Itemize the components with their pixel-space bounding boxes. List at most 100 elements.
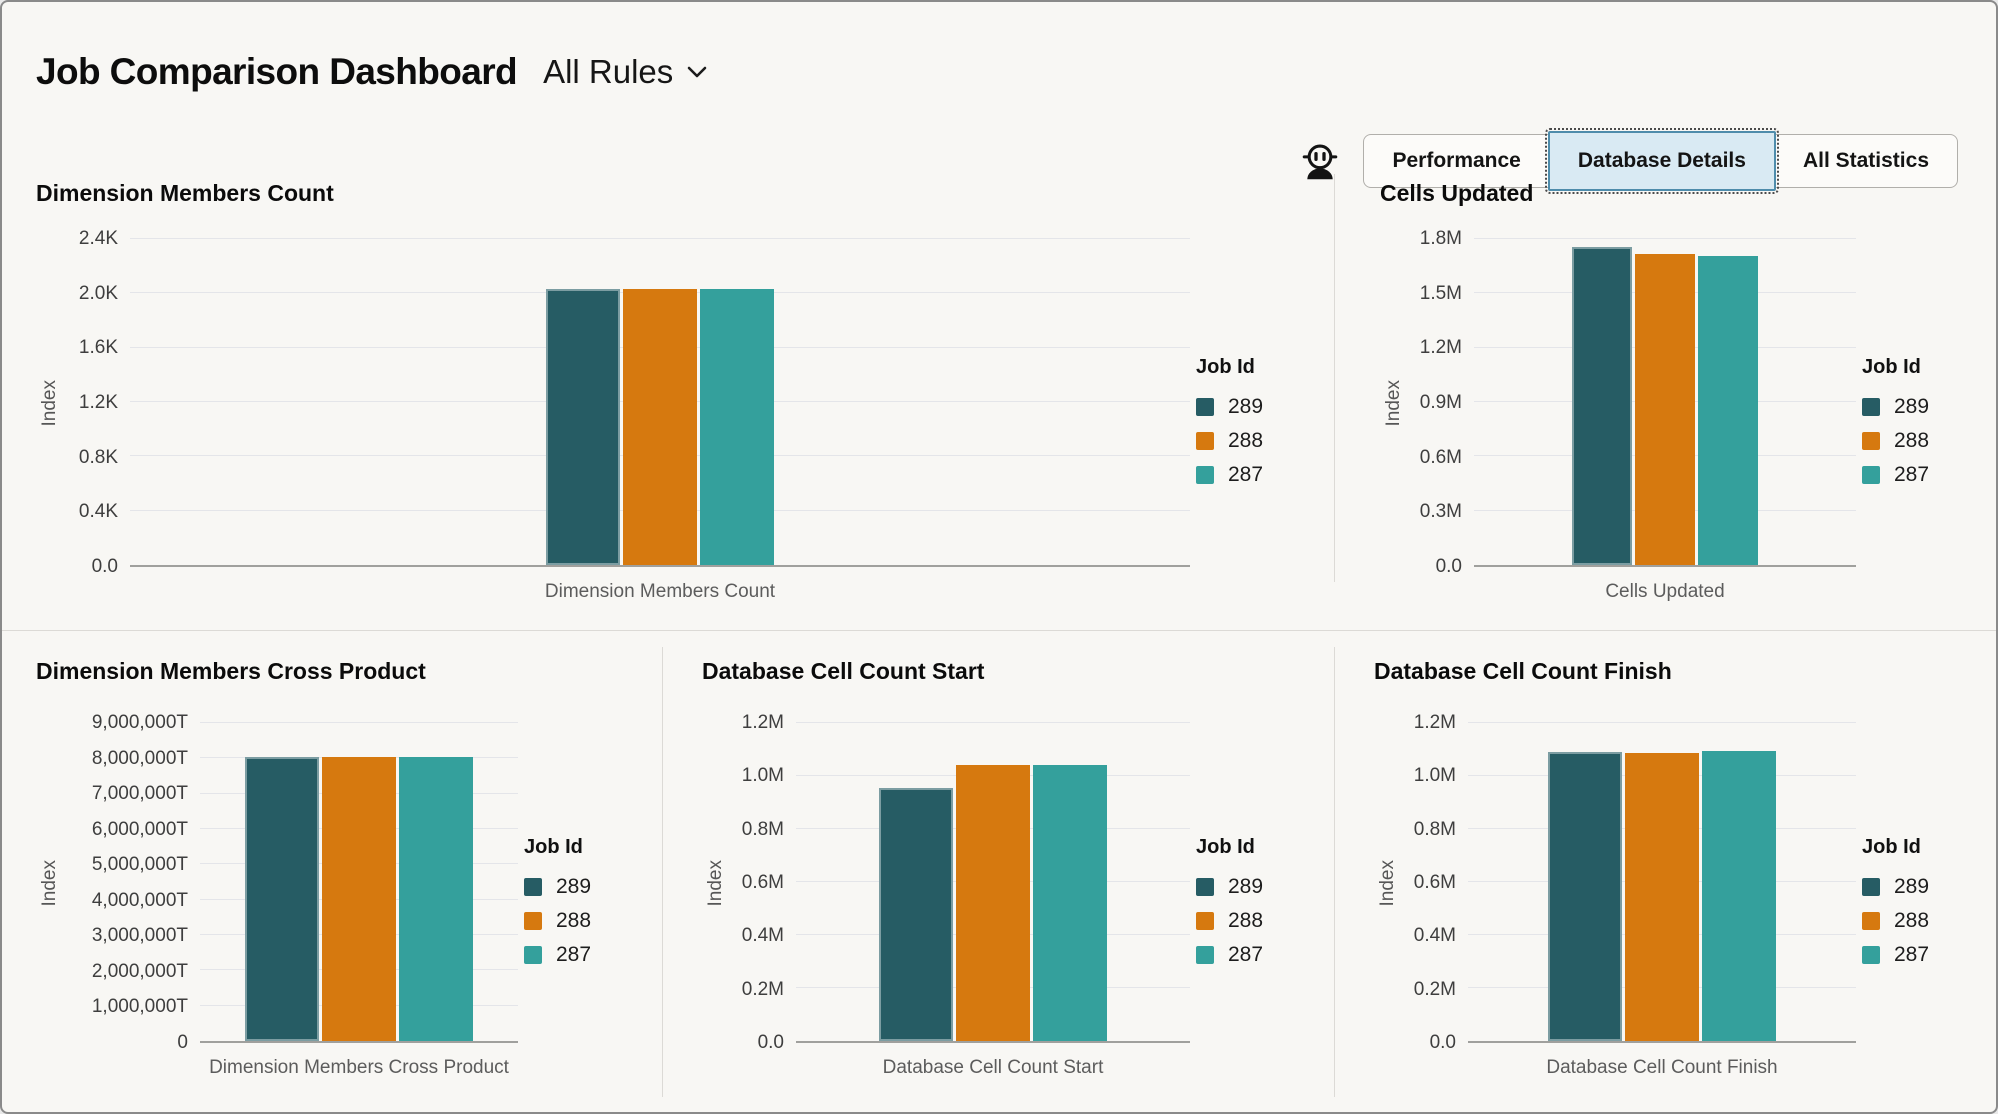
legend-item-288[interactable]: 288 (1862, 909, 1980, 933)
legend-swatch (1196, 431, 1214, 450)
legend-label: 289 (1894, 874, 1930, 898)
legend: Job Id 289 288 287 (1196, 836, 1314, 977)
legend-swatch (1196, 877, 1214, 896)
chart-title: Database Cell Count Start (702, 658, 985, 684)
legend-swatch (1862, 431, 1880, 450)
legend-item-288[interactable]: 288 (1196, 429, 1314, 453)
bar-group (879, 723, 1107, 1041)
assistant-bot-icon[interactable] (1301, 141, 1339, 181)
legend-label: 287 (1894, 942, 1930, 966)
legend-item-287[interactable]: 287 (1862, 463, 1980, 487)
chart-title: Cells Updated (1380, 180, 1534, 206)
legend-label: 288 (1894, 908, 1930, 932)
legend-title: Job Id (1862, 355, 1921, 378)
legend-swatch (1862, 911, 1880, 930)
y-tick-label: 2,000,000T (91, 960, 188, 982)
bar-job-289[interactable] (546, 289, 620, 565)
bar-job-289[interactable] (879, 787, 953, 1041)
chart-dimension-members-cross-product: Dimension Members Cross Product Index 9,… (2, 630, 662, 1112)
legend-item-289[interactable]: 289 (1196, 395, 1314, 419)
bar-job-287[interactable] (399, 757, 473, 1041)
y-axis-title: Index (705, 859, 726, 907)
bar-job-288[interactable] (1635, 254, 1695, 565)
legend-item-287[interactable]: 287 (1196, 943, 1314, 967)
y-axis-ticks: 9,000,000T 8,000,000T 7,000,000T 6,000,000T… (64, 712, 188, 1053)
legend-item-288[interactable]: 288 (524, 909, 642, 933)
gridline (200, 722, 518, 723)
y-tick-label: 0.6M (1419, 446, 1462, 468)
bar-job-289[interactable] (1548, 752, 1622, 1041)
legend-swatch (1862, 945, 1880, 964)
y-tick-label: 0 (177, 1032, 188, 1053)
bar-job-289[interactable] (1572, 247, 1632, 565)
legend: Job Id 289 288 287 (1196, 356, 1314, 497)
y-tick-label: 0.0 (91, 556, 118, 577)
legend-item-289[interactable]: 289 (1862, 875, 1980, 899)
y-tick-label: 2.4K (78, 228, 118, 249)
y-tick-label: 6,000,000T (91, 818, 188, 840)
legend-swatch (1196, 945, 1214, 964)
legend-item-289[interactable]: 289 (1862, 395, 1980, 419)
legend-item-287[interactable]: 287 (1862, 943, 1980, 967)
legend-title: Job Id (1862, 835, 1921, 858)
bar-job-287[interactable] (1698, 256, 1758, 565)
bar-job-288[interactable] (1625, 753, 1699, 1041)
plot-area (796, 722, 1190, 1043)
chart-title: Dimension Members Count (36, 180, 334, 206)
legend-item-289[interactable]: 289 (1196, 875, 1314, 899)
y-tick-label: 0.8M (1413, 818, 1456, 840)
legend-item-288[interactable]: 288 (1862, 429, 1980, 453)
legend-title: Job Id (1196, 835, 1255, 858)
bar-group (245, 723, 473, 1041)
bar-job-289[interactable] (245, 757, 319, 1041)
bar-job-287[interactable] (1033, 765, 1107, 1041)
legend-swatch (1862, 397, 1880, 416)
bar-job-288[interactable] (623, 289, 697, 565)
y-axis-title: Index (39, 379, 60, 427)
y-tick-label: 1.0M (741, 765, 784, 787)
bar-job-288[interactable] (956, 765, 1030, 1041)
y-tick-label: 1.6K (78, 337, 118, 359)
y-tick-label: 1.2M (741, 712, 784, 733)
section-divider-top (1334, 174, 1335, 582)
legend-label: 289 (1228, 874, 1264, 898)
y-tick-label: 0.8K (78, 446, 118, 468)
legend-swatch (1862, 465, 1880, 484)
rules-filter-dropdown[interactable]: All Rules (543, 53, 709, 91)
legend-item-288[interactable]: 288 (1196, 909, 1314, 933)
bar-job-288[interactable] (322, 757, 396, 1041)
y-tick-label: 0.3M (1419, 501, 1462, 523)
y-tick-label: 0.0 (1429, 1032, 1456, 1053)
tab-all-statistics[interactable]: All Statistics (1775, 135, 1957, 187)
chart-title: Dimension Members Cross Product (36, 658, 426, 684)
bar-job-287[interactable] (700, 289, 774, 565)
y-tick-label: 1.8M (1419, 228, 1462, 249)
y-tick-label: 9,000,000T (91, 712, 188, 733)
gridline (1474, 238, 1856, 239)
legend-swatch (524, 911, 542, 930)
legend-item-287[interactable]: 287 (1196, 463, 1314, 487)
bar-job-287[interactable] (1702, 751, 1776, 1041)
legend-item-289[interactable]: 289 (524, 875, 642, 899)
tab-database-details[interactable]: Database Details (1544, 127, 1779, 194)
y-tick-label: 1.5M (1419, 282, 1462, 304)
legend-label: 289 (556, 874, 592, 898)
legend-swatch (1196, 911, 1214, 930)
legend-item-287[interactable]: 287 (524, 943, 642, 967)
legend-label: 289 (1228, 394, 1264, 418)
legend-label: 288 (556, 908, 592, 932)
gridline (130, 238, 1190, 239)
x-axis-label: Dimension Members Cross Product (209, 1057, 509, 1078)
tab-performance[interactable]: Performance (1364, 135, 1548, 187)
bar-group (546, 239, 774, 565)
y-tick-label: 0.6M (741, 872, 784, 893)
y-axis-ticks: 1.2M 1.0M 0.8M 0.6M 0.4M 0.2M 0.0 (1402, 712, 1456, 1053)
y-tick-label: 0.4K (78, 501, 118, 523)
legend: Job Id 289 288 287 (1862, 836, 1980, 977)
view-tabs: Performance Database Details All Statist… (1363, 127, 1958, 194)
y-axis-title: Index (1383, 379, 1404, 427)
page-title: Job Comparison Dashboard (36, 50, 518, 92)
y-tick-label: 0.8M (741, 818, 784, 840)
chart-database-cell-count-start: Database Cell Count Start Index 1.2M 1.0M… (662, 630, 1334, 1112)
legend-title: Job Id (524, 835, 583, 858)
